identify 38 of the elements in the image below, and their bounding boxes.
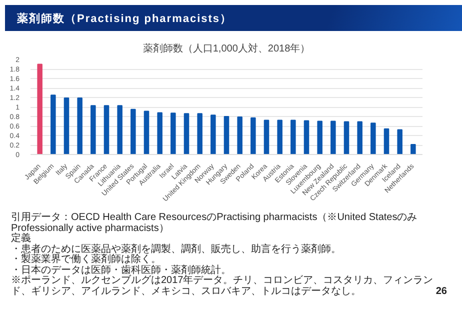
bar	[130, 108, 136, 154]
chart-title: 薬剤師数（Practising pharmacists）	[17, 12, 232, 27]
bar	[50, 94, 56, 154]
bar	[277, 120, 282, 154]
text: 定義	[11, 233, 31, 244]
text: ・日本のデータは医師・歯科医師・薬剤師統計。	[11, 264, 232, 276]
text: 引用データ：OECD Health Care ResourcesのPractising pharmacists（※United StatesのみProfessionally active pharmacists）	[11, 212, 418, 234]
bar	[104, 105, 110, 154]
bar	[304, 120, 310, 154]
bar	[144, 110, 150, 154]
text: ※ポーランド、ルクセンブルグは2017年データ。チリ、コロンビア、コスタリカ、フィンランド、ギリシア、アイルランド、メキシコ、スロバキア、トルコはデータなし。	[11, 275, 434, 296]
bar	[210, 114, 216, 154]
bar	[37, 64, 42, 154]
bar	[290, 120, 296, 154]
text: 26	[436, 286, 448, 298]
text: ・製薬業界で働く薬剤師は除く。	[11, 254, 162, 265]
bar	[157, 112, 162, 154]
bar	[410, 144, 416, 154]
bar	[170, 112, 176, 154]
bar	[370, 122, 376, 154]
bar	[184, 113, 190, 154]
bar	[90, 105, 96, 154]
bar	[357, 121, 362, 154]
bar	[264, 120, 270, 154]
text: ・患者のために医薬品や薬剤を調製、調剤、販売し、助言を行う薬剤師。	[11, 244, 342, 254]
bar	[344, 121, 350, 154]
bar	[117, 105, 122, 154]
bar	[384, 128, 390, 154]
bar	[250, 117, 256, 154]
chart-subtitle: 薬剤師数（人口1,000人対、2018年）	[142, 42, 310, 54]
bar	[224, 116, 230, 154]
bar	[237, 116, 242, 154]
bar	[397, 129, 402, 154]
bar	[64, 97, 70, 154]
bar	[77, 97, 82, 154]
bar	[317, 120, 322, 154]
bar	[197, 113, 202, 154]
bar	[330, 120, 336, 154]
